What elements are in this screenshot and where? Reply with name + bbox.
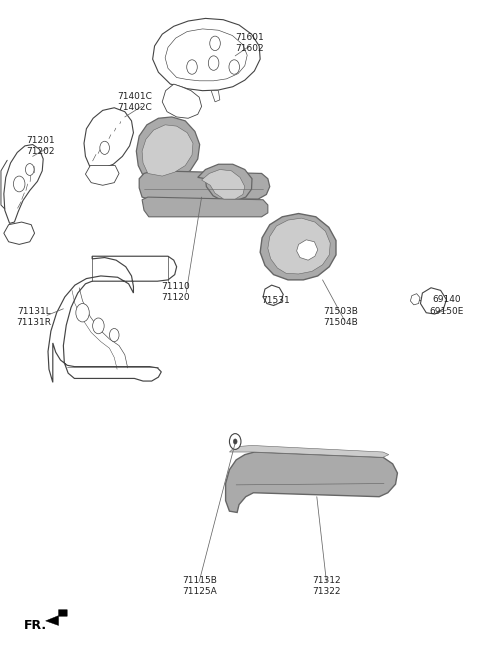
- Polygon shape: [142, 197, 268, 217]
- Polygon shape: [46, 610, 67, 625]
- Circle shape: [109, 328, 119, 342]
- Text: 71503B
71504B: 71503B 71504B: [324, 307, 358, 327]
- Polygon shape: [268, 218, 330, 274]
- Polygon shape: [229, 445, 389, 457]
- Polygon shape: [4, 222, 35, 244]
- Circle shape: [229, 434, 241, 449]
- Text: 71110
71120: 71110 71120: [161, 283, 190, 302]
- Polygon shape: [48, 256, 177, 382]
- Text: FR.: FR.: [24, 619, 47, 632]
- Text: 71601
71602: 71601 71602: [235, 33, 264, 53]
- Circle shape: [100, 141, 109, 154]
- Polygon shape: [263, 285, 283, 306]
- Polygon shape: [4, 145, 43, 223]
- Text: 71401C
71402C: 71401C 71402C: [117, 92, 152, 112]
- Text: 69140
69150E: 69140 69150E: [429, 296, 464, 315]
- Polygon shape: [165, 29, 247, 81]
- Circle shape: [210, 36, 220, 51]
- Circle shape: [25, 164, 34, 175]
- Text: 71531: 71531: [262, 296, 290, 305]
- Polygon shape: [85, 166, 119, 185]
- Text: 71115B
71125A: 71115B 71125A: [182, 576, 216, 596]
- Polygon shape: [410, 294, 420, 305]
- Polygon shape: [162, 84, 202, 118]
- Polygon shape: [136, 117, 200, 180]
- Circle shape: [13, 176, 25, 192]
- Polygon shape: [84, 108, 133, 168]
- Circle shape: [233, 439, 237, 444]
- Polygon shape: [153, 18, 260, 91]
- Polygon shape: [198, 164, 252, 201]
- Circle shape: [76, 304, 89, 322]
- Polygon shape: [139, 171, 270, 199]
- Polygon shape: [142, 125, 193, 176]
- Circle shape: [93, 318, 104, 334]
- Circle shape: [229, 60, 240, 74]
- Polygon shape: [297, 240, 318, 260]
- Polygon shape: [226, 452, 397, 512]
- Polygon shape: [420, 288, 446, 314]
- Polygon shape: [260, 214, 336, 280]
- Polygon shape: [202, 170, 245, 199]
- Polygon shape: [211, 91, 220, 102]
- Circle shape: [208, 56, 219, 70]
- Circle shape: [187, 60, 197, 74]
- Text: 71312
71322: 71312 71322: [312, 576, 341, 596]
- Text: 71201
71202: 71201 71202: [26, 136, 55, 156]
- Text: 71131L
71131R: 71131L 71131R: [16, 307, 51, 327]
